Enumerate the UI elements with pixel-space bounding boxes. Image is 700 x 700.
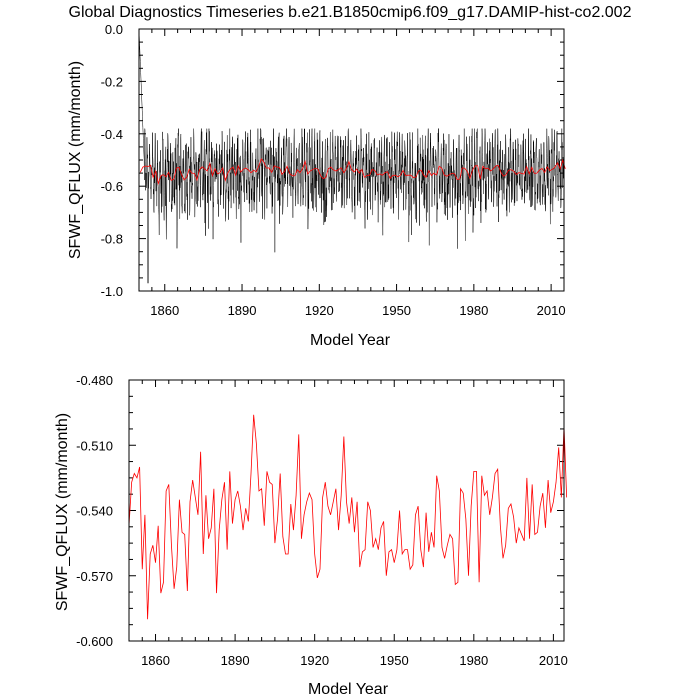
x-tick-label: 1980 — [459, 303, 488, 318]
bottom-x-axis-label: Model Year — [308, 681, 389, 698]
x-tick-label: 1950 — [382, 303, 411, 318]
y-tick-label: -0.6 — [101, 179, 123, 194]
annual-mean-overlay-line — [139, 158, 566, 186]
x-tick-label: 1980 — [459, 653, 488, 668]
y-tick-label: -0.2 — [101, 74, 123, 89]
top-series-annual — [139, 158, 566, 186]
bottom-y-axis-label: SFWF_QFLUX (mm/month) — [54, 413, 71, 611]
bottom-plot-frame — [128, 379, 565, 642]
bottom-y-tick-labels: -0.480 -0.510 -0.540 -0.570 -0.600 — [76, 373, 113, 649]
top-plot-frame — [138, 28, 565, 292]
figure-title: Global Diagnostics Timeseries b.e21.B185… — [69, 4, 632, 21]
x-tick-label: 1860 — [150, 303, 179, 318]
x-tick-label: 1890 — [228, 303, 257, 318]
y-tick-label: -0.510 — [76, 438, 113, 453]
annual-mean-line — [128, 414, 568, 620]
y-tick-label: -0.600 — [76, 634, 113, 649]
x-tick-label: 1920 — [300, 653, 329, 668]
x-tick-label: 2010 — [537, 303, 566, 318]
bottom-panel: -0.480-0.510-0.540-0.570-0.600 1860 1890 1… — [54, 373, 568, 698]
y-tick-label: -0.8 — [101, 232, 123, 247]
x-tick-label: 1920 — [305, 303, 334, 318]
bottom-gridlayer — [128, 379, 564, 642]
top-panel: 0.0 -0.2 -0.4 -0.6 -0.8 -1.0 1860 1890 1920 1950… — [67, 22, 566, 349]
y-tick-label: 0.0 — [105, 22, 123, 37]
monthly-line — [138, 28, 565, 284]
y-tick-label: -0.570 — [76, 569, 113, 584]
top-y-tick-labels: 0.0 -0.2 -0.4 -0.6 -0.8 -1.0 — [101, 22, 123, 299]
x-tick-label: 1950 — [380, 653, 409, 668]
top-series-monthly — [138, 28, 565, 284]
bottom-x-tick-labels: 1860 1890 1920 1950 1980 2010 — [141, 653, 568, 668]
bottom-series-annual — [128, 414, 568, 620]
y-tick-label: -1.0 — [101, 284, 123, 299]
y-tick-label: -0.540 — [76, 504, 113, 519]
top-x-axis-label: Model Year — [310, 332, 391, 349]
y-tick-label: -0.480 — [76, 373, 113, 388]
top-x-tick-labels: 1860 1890 1920 1950 1980 2010 — [150, 303, 565, 318]
y-tick-label: -0.4 — [101, 127, 123, 142]
top-y-axis-label: SFWF_QFLUX (mm/month) — [67, 61, 84, 259]
x-tick-label: 2010 — [539, 653, 568, 668]
x-tick-label: 1890 — [221, 653, 250, 668]
x-tick-label: 1860 — [141, 653, 170, 668]
